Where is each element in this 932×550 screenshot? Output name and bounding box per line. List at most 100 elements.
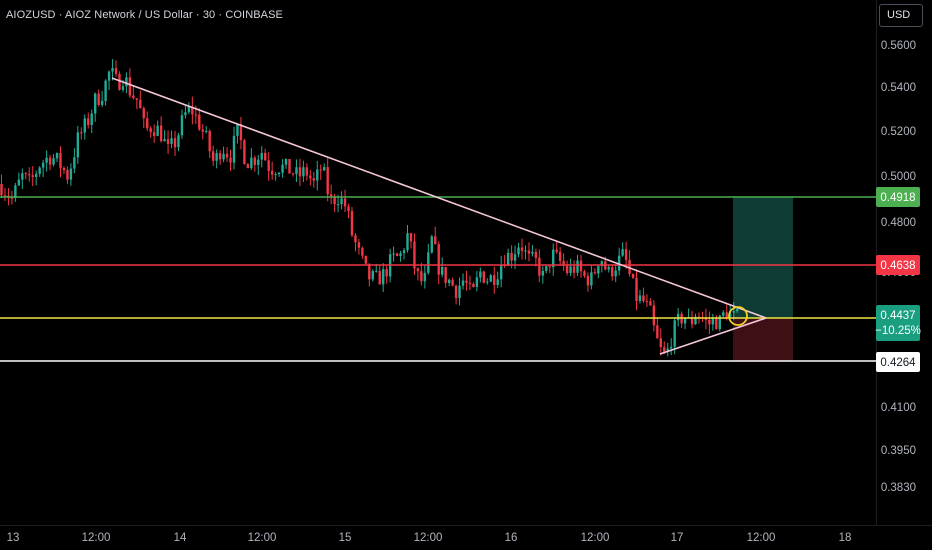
candle-up	[683, 317, 687, 324]
time-axis-tick-label: 12:00	[581, 532, 610, 544]
candle-down	[59, 152, 62, 168]
candle-down	[225, 153, 229, 158]
candle-up	[17, 179, 21, 186]
target-price-label: 0.4918	[880, 192, 915, 204]
candle-up	[670, 346, 673, 349]
candle-down	[135, 98, 139, 100]
time-axis[interactable]: 13 12:00 14 12:00 15 12:00 16 12:00 17 12:00 18	[7, 532, 852, 544]
candle-down	[31, 175, 34, 177]
candle-up	[35, 173, 38, 177]
candle-up	[486, 281, 489, 283]
candle-down	[48, 157, 52, 165]
candle-up	[614, 270, 617, 277]
candle-down	[166, 139, 170, 144]
candle-down	[656, 325, 659, 339]
candle-down	[253, 157, 257, 165]
candle-down	[264, 152, 267, 161]
price-axis-tick-label: 0.3830	[881, 482, 916, 494]
candle-up	[121, 86, 125, 90]
candle-down	[152, 132, 156, 136]
candle-up	[666, 348, 669, 352]
target-price-tag: 0.4918	[876, 187, 920, 207]
candle-up	[621, 249, 624, 256]
candle-down	[198, 114, 201, 130]
entry-price-tag: 0.4437 −10.25%	[875, 305, 921, 341]
candle-down	[10, 197, 14, 199]
breakout-highlight-circle	[728, 306, 748, 326]
candle-up	[694, 316, 697, 325]
candle-down	[510, 252, 513, 261]
candle-up	[257, 159, 260, 165]
candle-down	[628, 259, 631, 274]
candle-down	[357, 242, 361, 248]
candle-down	[451, 279, 454, 286]
time-axis-tick-label: 16	[505, 532, 518, 544]
candle-up	[73, 157, 76, 169]
price-axis-tick-label: 0.5200	[881, 126, 916, 138]
candle-down	[305, 167, 309, 176]
candle-down	[572, 266, 576, 273]
ascending-trendline[interactable]	[659, 317, 767, 355]
target-zone	[733, 197, 793, 318]
candle-down	[218, 153, 222, 160]
candle-down	[28, 174, 31, 176]
candle-down	[583, 271, 586, 276]
candle-up	[302, 167, 305, 177]
descending-trendline[interactable]	[111, 77, 767, 319]
candle-up	[729, 312, 732, 318]
candle-up	[430, 236, 433, 253]
candle-down	[649, 301, 652, 306]
candle-down	[444, 267, 447, 283]
time-axis-tick-label: 14	[174, 532, 187, 544]
candle-down	[558, 251, 562, 261]
candle-down	[132, 95, 135, 99]
candle-up	[14, 185, 17, 199]
candle-down	[378, 270, 381, 285]
candle-down	[3, 195, 7, 197]
candle-down	[329, 194, 333, 197]
candle-down	[229, 157, 232, 163]
candle-up	[21, 173, 24, 180]
candle-up	[447, 279, 451, 283]
candle-up	[423, 272, 427, 282]
candle-up	[673, 320, 676, 347]
candle-up	[277, 172, 281, 175]
candle-up	[375, 270, 378, 272]
candle-up	[617, 255, 621, 271]
candle-up	[475, 277, 479, 287]
candle-up	[93, 93, 97, 114]
candle-up	[461, 280, 465, 286]
candle-up	[184, 112, 187, 116]
candle-down	[652, 305, 656, 326]
candle-up	[38, 167, 41, 174]
candle-up	[545, 266, 548, 271]
price-axis[interactable]: 0.56000.54000.52000.50000.48000.46000.41…	[881, 40, 916, 494]
candle-up	[69, 168, 73, 180]
candle-up	[111, 68, 114, 72]
time-axis-tick-label: 18	[839, 532, 852, 544]
candle-down	[201, 129, 204, 132]
candle-down	[538, 257, 541, 276]
candle-up	[336, 204, 340, 206]
candle-down	[624, 249, 628, 260]
candle-down	[149, 128, 152, 133]
candle-up	[55, 152, 59, 159]
candle-up	[41, 162, 45, 168]
candle-down	[586, 275, 590, 286]
candle-up	[479, 271, 482, 278]
candle-up	[718, 315, 721, 330]
candle-down	[62, 167, 66, 170]
price-axis-tick-label: 0.5000	[881, 171, 916, 183]
candle-up	[506, 252, 510, 266]
candle-down	[715, 317, 718, 330]
candle-down	[139, 99, 142, 109]
candle-down	[267, 160, 270, 172]
candle-down	[194, 114, 198, 116]
candle-down	[385, 269, 388, 277]
currency-selector-button[interactable]: USD	[879, 4, 923, 27]
candle-down	[493, 275, 496, 285]
candle-down	[208, 130, 211, 152]
candle-down	[725, 312, 728, 318]
candle-up	[83, 118, 86, 133]
